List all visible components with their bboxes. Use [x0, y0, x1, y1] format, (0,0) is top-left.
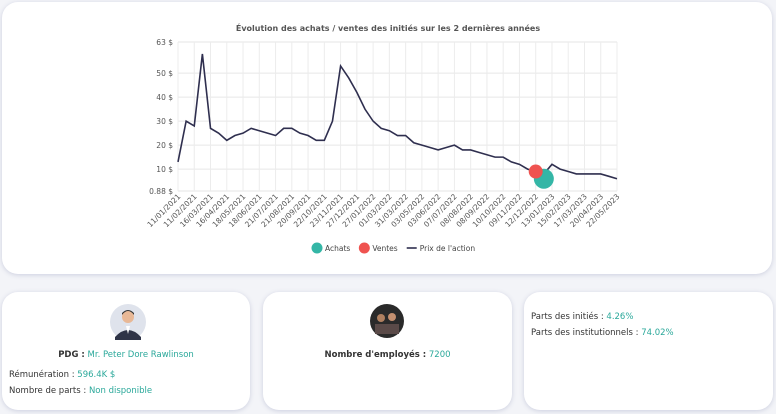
legend-swatch	[358, 242, 370, 254]
employees-label: Nombre d'employés :	[324, 350, 427, 360]
shares-line: Nombre de parts : Non disponible	[9, 386, 152, 396]
chart-card: Évolution des achats / ventes des initié…	[2, 2, 772, 274]
shares-label: Nombre de parts :	[9, 386, 87, 396]
y-tick-label: 20 $	[156, 141, 173, 150]
legend-swatch	[311, 242, 323, 254]
y-tick-label: 30 $	[156, 117, 173, 126]
insiders-line: Parts des initiés : 4.26%	[531, 312, 633, 322]
legend-label: Achats	[325, 244, 350, 253]
employees-card: Nombre d'employés : 7200	[263, 292, 512, 410]
ownership-card: Parts des initiés : 4.26% Parts des inst…	[524, 292, 773, 410]
ceo-line: PDG : Mr. Peter Dore Rawlinson	[2, 350, 250, 360]
institutions-label: Parts des institutionnels :	[531, 328, 639, 338]
employees-line: Nombre d'employés : 7200	[263, 350, 512, 360]
shares-value: Non disponible	[88, 386, 153, 396]
pay-label: Rémunération :	[9, 370, 75, 380]
y-tick-label: 63 $	[156, 38, 173, 47]
institutions-line: Parts des institutionnels : 74.02%	[531, 328, 674, 338]
insiders-value: 4.26%	[606, 312, 634, 322]
legend-item: Ventes	[358, 242, 398, 254]
y-tick-label: 40 $	[156, 93, 173, 102]
ceo-avatar	[110, 304, 146, 340]
legend-item: Achats	[311, 242, 350, 254]
ceo-name: Mr. Peter Dore Rawlinson	[87, 350, 194, 360]
employees-value: 7200	[428, 350, 451, 360]
chart: Évolution des achats / ventes des initié…	[145, 22, 622, 254]
chart-title: Évolution des achats / ventes des initié…	[236, 22, 540, 33]
y-tick-label: 10 $	[156, 165, 173, 174]
ceo-card: PDG : Mr. Peter Dore Rawlinson Rémunérat…	[2, 292, 250, 410]
y-tick-label: 50 $	[156, 69, 173, 78]
pay-line: Rémunération : 596.4K $	[9, 370, 115, 380]
trade-marker	[528, 164, 543, 179]
legend-label: Prix de l'action	[420, 244, 476, 253]
legend-item: Prix de l'action	[406, 244, 476, 253]
insiders-label: Parts des initiés :	[531, 312, 604, 322]
y-tick-label: 0.88 $	[149, 187, 173, 196]
legend-label: Ventes	[372, 244, 397, 253]
ceo-label: PDG :	[58, 350, 85, 360]
employees-image	[370, 304, 404, 338]
pay-value: 596.4K $	[77, 370, 116, 380]
institutions-value: 74.02%	[641, 328, 674, 338]
